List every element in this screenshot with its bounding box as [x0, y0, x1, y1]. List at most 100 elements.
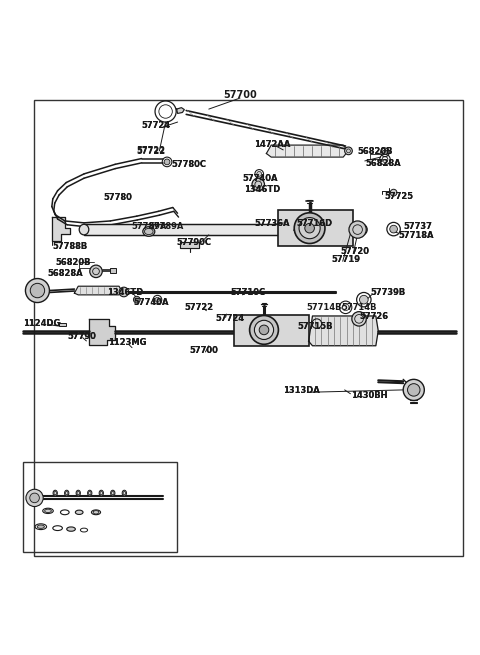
Text: 57737: 57737: [403, 222, 432, 231]
Ellipse shape: [123, 491, 126, 495]
Text: 57720: 57720: [341, 247, 370, 256]
Circle shape: [305, 223, 314, 233]
Ellipse shape: [54, 491, 57, 495]
Text: 57722: 57722: [185, 303, 214, 312]
Text: 57714B: 57714B: [306, 303, 342, 312]
Text: 1346TD: 1346TD: [107, 288, 143, 297]
Text: 1430BH: 1430BH: [351, 391, 388, 400]
Circle shape: [390, 225, 397, 233]
Bar: [34, 100, 463, 555]
Text: 56820B: 56820B: [358, 147, 393, 156]
Ellipse shape: [358, 224, 367, 235]
Text: 56828A: 56828A: [47, 269, 83, 278]
Text: 57710C: 57710C: [230, 288, 265, 297]
Circle shape: [408, 384, 420, 396]
Text: 1124DG: 1124DG: [23, 319, 60, 328]
Text: 57700: 57700: [190, 346, 218, 355]
Text: 1346TD: 1346TD: [244, 185, 280, 194]
Text: 57722: 57722: [137, 147, 166, 156]
Text: 57725: 57725: [384, 192, 413, 201]
Ellipse shape: [111, 491, 114, 495]
Ellipse shape: [143, 227, 155, 236]
Text: 57710C: 57710C: [230, 288, 265, 297]
Circle shape: [352, 312, 366, 326]
Text: 57788B: 57788B: [53, 242, 88, 252]
Circle shape: [250, 316, 278, 345]
Text: 57715B: 57715B: [298, 322, 333, 331]
Ellipse shape: [88, 491, 91, 495]
Text: 56828A: 56828A: [47, 269, 83, 278]
Circle shape: [259, 325, 269, 335]
Text: 57789A: 57789A: [149, 222, 184, 231]
Text: 57790: 57790: [67, 331, 96, 341]
Text: 57720: 57720: [341, 247, 370, 256]
Text: 1472AA: 1472AA: [254, 140, 291, 149]
Ellipse shape: [67, 527, 75, 531]
Text: 57722: 57722: [185, 303, 214, 312]
Text: 57722: 57722: [137, 146, 166, 155]
Text: 57740A: 57740A: [242, 174, 278, 183]
Circle shape: [26, 489, 43, 506]
Text: 57726: 57726: [359, 312, 388, 322]
Circle shape: [30, 493, 39, 502]
Ellipse shape: [76, 490, 81, 496]
Ellipse shape: [53, 490, 58, 496]
Text: 57789A: 57789A: [131, 222, 167, 231]
Circle shape: [90, 265, 102, 278]
Text: 57700: 57700: [223, 90, 257, 100]
Circle shape: [133, 296, 140, 303]
Text: 1313DA: 1313DA: [283, 386, 320, 396]
Text: 1123MG: 1123MG: [108, 339, 146, 347]
Text: 56820B: 56820B: [55, 258, 91, 267]
Text: 57740A: 57740A: [133, 298, 169, 307]
Ellipse shape: [122, 490, 127, 496]
Text: 57724: 57724: [142, 121, 171, 130]
Text: 1123MG: 1123MG: [108, 339, 146, 347]
Ellipse shape: [93, 511, 99, 514]
Text: 57724: 57724: [142, 121, 171, 130]
Text: 57788B: 57788B: [53, 242, 88, 252]
Text: 1472AA: 1472AA: [254, 140, 291, 149]
Polygon shape: [177, 107, 184, 113]
Text: 57736A: 57736A: [254, 219, 290, 229]
Text: 57700: 57700: [190, 346, 218, 355]
Text: 57725: 57725: [384, 192, 413, 201]
Circle shape: [383, 150, 387, 155]
Text: 1346TD: 1346TD: [244, 185, 280, 194]
Ellipse shape: [37, 525, 45, 529]
Ellipse shape: [64, 490, 69, 496]
Ellipse shape: [144, 229, 153, 234]
Ellipse shape: [100, 491, 103, 495]
Text: 1313DA: 1313DA: [283, 386, 320, 396]
Bar: [23, 462, 177, 552]
Circle shape: [390, 189, 397, 196]
Circle shape: [403, 379, 424, 400]
Text: 57739B: 57739B: [371, 288, 406, 297]
Text: 57724: 57724: [215, 314, 244, 324]
Polygon shape: [309, 316, 378, 346]
Text: 56820B: 56820B: [55, 258, 91, 267]
Ellipse shape: [110, 490, 115, 496]
Text: 57790: 57790: [67, 331, 96, 341]
Ellipse shape: [79, 224, 89, 235]
Ellipse shape: [77, 491, 80, 495]
Circle shape: [25, 278, 49, 303]
Circle shape: [299, 217, 320, 238]
Text: 57780: 57780: [103, 193, 132, 202]
Text: 1430BH: 1430BH: [351, 391, 388, 400]
Text: 56828A: 56828A: [366, 159, 401, 168]
Circle shape: [30, 284, 45, 298]
Text: 57718A: 57718A: [398, 231, 434, 240]
Circle shape: [257, 172, 262, 176]
Circle shape: [155, 297, 160, 302]
Text: 57714B: 57714B: [342, 303, 377, 312]
Bar: [110, 269, 116, 273]
Text: 57719: 57719: [331, 255, 360, 264]
Polygon shape: [180, 242, 199, 248]
Text: 57718A: 57718A: [398, 231, 434, 240]
Text: 57737: 57737: [403, 222, 432, 231]
Text: 57780: 57780: [103, 193, 132, 202]
Ellipse shape: [75, 510, 83, 514]
Text: 57780C: 57780C: [172, 160, 207, 169]
Ellipse shape: [45, 509, 51, 513]
